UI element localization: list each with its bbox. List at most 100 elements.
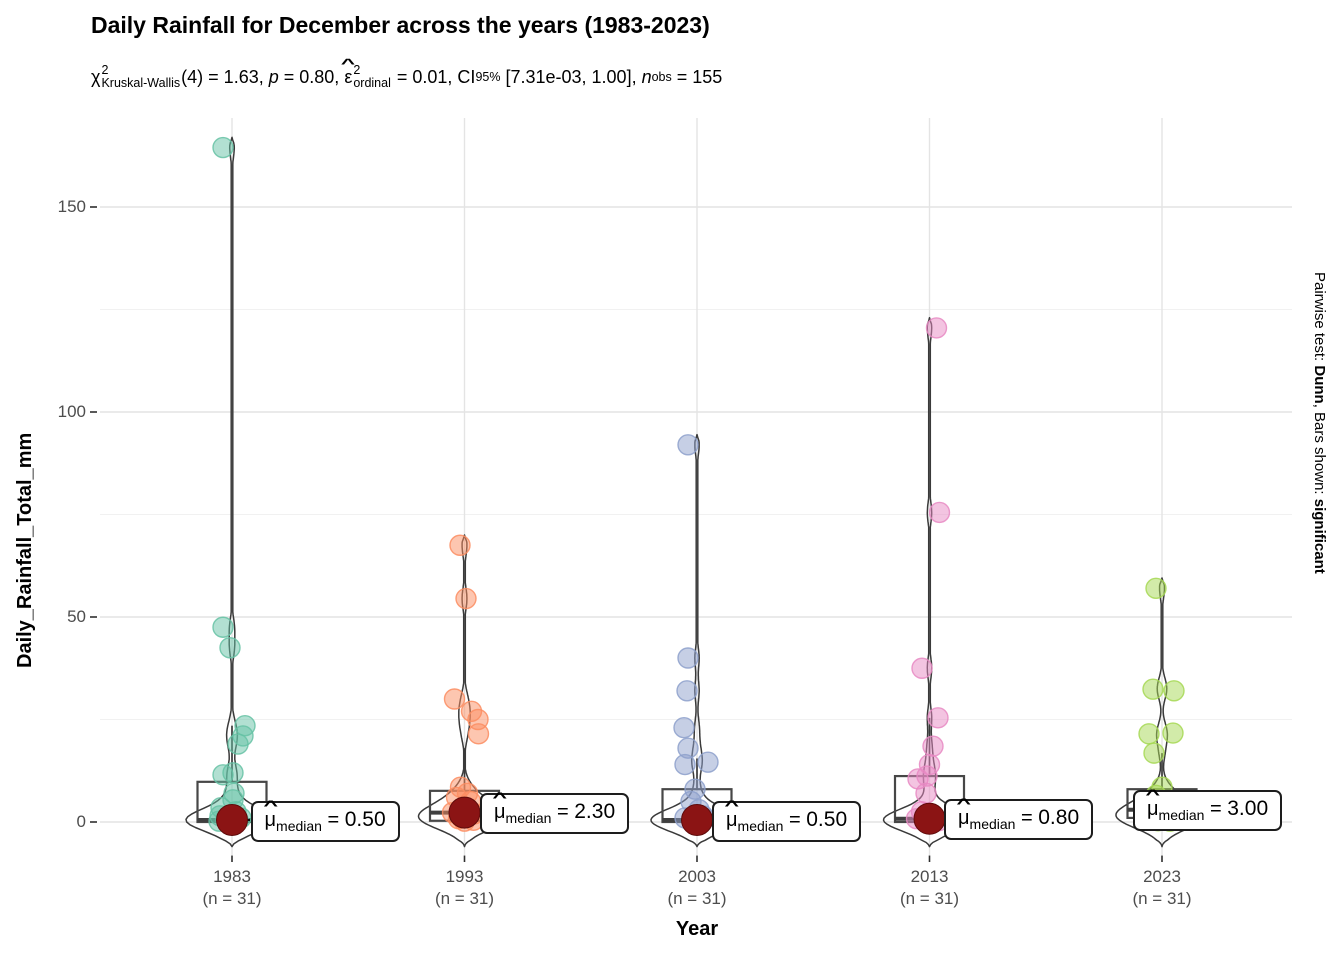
chi-symbol: χ xyxy=(91,66,101,87)
equals-sign: = xyxy=(551,801,575,823)
jitter-point-1983 xyxy=(212,136,234,159)
mu-hat-symbol: ^ μ xyxy=(1145,787,1160,821)
kw-args: (4) = 1.63, xyxy=(181,66,269,87)
median-subscript: median xyxy=(969,816,1016,832)
x-tick-label-n-2013: (n = 31) xyxy=(899,889,960,908)
violin-2003 xyxy=(650,433,744,848)
jitter-point-2003 xyxy=(674,753,696,776)
y-axis-title: Daily_Rainfall_Total_mm xyxy=(14,432,36,668)
hat-mark: ^ xyxy=(492,789,508,805)
epsilon-symbol: ^ ε xyxy=(341,55,356,87)
caption-emphasis: significant xyxy=(1311,498,1328,574)
jitter-point-2013 xyxy=(927,707,949,729)
median-label-2023: ^ μmedian = 3.00 xyxy=(1133,787,1283,831)
ci-sub: 95% xyxy=(475,70,501,84)
jitter-point-2003 xyxy=(677,647,699,669)
median-subscript: median xyxy=(276,818,322,834)
jitter-point-2023 xyxy=(1143,742,1165,764)
hat-mark: ^ xyxy=(1145,786,1161,802)
equals-sign: = xyxy=(783,809,807,831)
median-point-1983 xyxy=(216,803,248,836)
jitter-point-2003 xyxy=(673,717,695,739)
jitter-point-2023 xyxy=(1138,723,1160,745)
equals-sign: = xyxy=(1204,798,1228,820)
epsilon-scripts: 2 ordinal xyxy=(353,62,391,90)
median-value: 3.00 xyxy=(1227,797,1269,820)
jitter-point-2003 xyxy=(697,751,719,773)
jitter-point-2023 xyxy=(1145,577,1167,599)
y-tick-label-50: 50 xyxy=(67,606,86,626)
median-point-2003 xyxy=(681,803,713,836)
median-value: 0.50 xyxy=(344,808,386,831)
jitter-point-1983 xyxy=(219,637,241,659)
hat-mark: ^ xyxy=(724,797,740,813)
x-tick-label-year-1983: 1983 xyxy=(213,867,251,886)
jitter-point-2023 xyxy=(1162,722,1184,744)
ci-value: [7.31e-03, 1.00], xyxy=(500,66,642,87)
median-value: 0.50 xyxy=(806,808,848,831)
x-tick-label-year-2003: 2003 xyxy=(678,867,716,886)
eps-value: = 0.01, CI xyxy=(391,66,476,87)
jitter-point-1983 xyxy=(227,733,249,755)
jitter-point-1993 xyxy=(455,587,477,610)
n-value: = 155 xyxy=(671,66,723,87)
jitter-point-1993 xyxy=(467,723,490,745)
x-tick-label-year-2013: 2013 xyxy=(910,867,949,886)
median-value: 0.80 xyxy=(1038,806,1080,829)
n-sub: obs xyxy=(651,70,672,84)
jitter-point-2013 xyxy=(911,657,933,679)
p-value: = 0.80, xyxy=(278,66,345,87)
mu-hat-symbol: ^ μ xyxy=(724,798,739,832)
violin-1993 xyxy=(417,534,512,848)
x-tick-label-n-1983: (n = 31) xyxy=(202,889,262,908)
violin-1983 xyxy=(185,136,279,848)
median-subscript: median xyxy=(505,810,552,826)
equals-sign: = xyxy=(321,809,345,831)
equals-sign: = xyxy=(1015,807,1039,829)
x-tick-label-n-2023: (n = 31) xyxy=(1132,889,1192,908)
caption-prefix: Pairwise test: xyxy=(1311,272,1328,366)
hat-mark: ^ xyxy=(956,795,972,811)
jitter-point-1993 xyxy=(449,534,471,556)
median-label-2013: ^ μmedian = 0.80 xyxy=(944,796,1094,840)
jitter-point-1983 xyxy=(222,762,244,784)
y-tick-label-0: 0 xyxy=(76,811,86,831)
x-tick-label-n-1993: (n = 31) xyxy=(434,889,495,908)
chart-title: Daily Rainfall for December across the y… xyxy=(91,12,710,38)
jitter-point-2013 xyxy=(922,735,944,757)
chi-scripts: 2 Kruskal-Wallis xyxy=(101,62,181,90)
x-axis-title: Year xyxy=(675,918,719,940)
stats-subtitle: χ 2 Kruskal-Wallis (4) = 1.63, p = 0.80, ^ ε… xyxy=(91,56,722,98)
median-label-2003: ^ μmedian = 0.50 xyxy=(712,798,862,842)
median-point-1993 xyxy=(448,796,481,829)
pairwise-caption: Pairwise test: Dunn, Bars shown: signifi… xyxy=(1311,272,1328,574)
jitter-point-2023 xyxy=(1142,678,1164,700)
median-subscript: median xyxy=(737,818,784,834)
median-label-1983: ^ μmedian = 0.50 xyxy=(250,798,400,842)
jitter-point-2023 xyxy=(1163,680,1185,702)
caption-test-name: Dunn xyxy=(1311,365,1328,404)
median-subscript: median xyxy=(1158,807,1205,823)
n-symbol: n xyxy=(641,66,652,87)
mu-hat-symbol: ^ μ xyxy=(492,790,507,824)
median-point-2013 xyxy=(913,802,946,835)
y-tick-label-150: 150 xyxy=(57,196,86,216)
mu-hat-symbol: ^ μ xyxy=(956,796,971,830)
jitter-point-2013 xyxy=(928,501,951,524)
jitter-point-1983 xyxy=(212,616,234,638)
x-tick-label-year-2023: 2023 xyxy=(1143,867,1181,886)
mu-hat-symbol: ^ μ xyxy=(263,798,278,832)
jitter-point-2013 xyxy=(925,317,948,339)
caption-middle: , Bars shown: xyxy=(1311,403,1328,499)
jitter-point-1993 xyxy=(443,688,466,710)
x-tick-label-year-1993: 1993 xyxy=(445,867,484,886)
median-label-1993: ^ μmedian = 2.30 xyxy=(480,790,630,834)
jitter-point-2013 xyxy=(915,782,937,804)
p-symbol: p xyxy=(268,66,279,87)
jitter-point-2003 xyxy=(676,680,698,702)
jitter-point-2003 xyxy=(677,434,699,456)
x-tick-label-n-2003: (n = 31) xyxy=(667,889,727,908)
hat-mark: ^ xyxy=(262,797,278,813)
median-value: 2.30 xyxy=(574,800,616,823)
y-tick-label-100: 100 xyxy=(57,401,86,421)
